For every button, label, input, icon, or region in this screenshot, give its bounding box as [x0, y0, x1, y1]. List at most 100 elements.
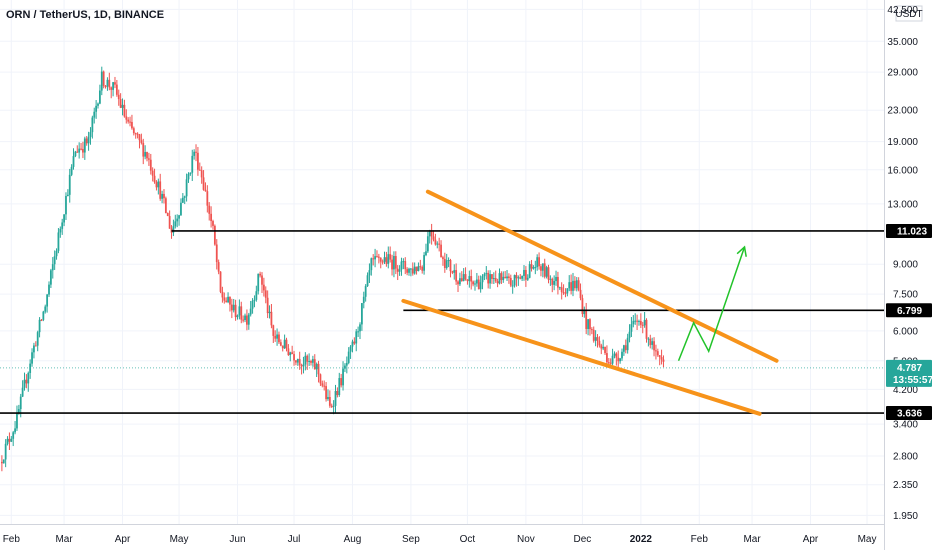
- candle-body: [389, 254, 392, 260]
- candle-body: [443, 258, 446, 269]
- candle-body: [95, 105, 98, 112]
- candle-body: [276, 334, 278, 339]
- candle-body: [528, 264, 531, 278]
- time-tick-label: May: [858, 534, 877, 545]
- price-tick-label: 2.800: [893, 451, 918, 462]
- level-price-tag[interactable]: [886, 406, 932, 421]
- candle-body: [166, 212, 169, 217]
- candle-body: [313, 359, 316, 370]
- trendline[interactable]: [401, 298, 762, 416]
- candle-body: [430, 230, 433, 237]
- candle-body: [434, 239, 437, 245]
- candle-body: [438, 243, 441, 245]
- candle-body: [500, 273, 503, 281]
- candle-body: [374, 256, 376, 260]
- candle-body: [42, 311, 45, 320]
- candle-body: [70, 166, 73, 175]
- candle-body: [176, 218, 179, 222]
- candle-body: [259, 273, 262, 276]
- countdown-label: 13:55:57: [893, 375, 932, 386]
- candle-body: [104, 85, 107, 87]
- candle-body: [511, 285, 514, 287]
- candle-body: [606, 353, 608, 363]
- currency-label: USDT: [895, 9, 922, 20]
- candle-body: [4, 443, 7, 460]
- candle-body: [470, 276, 473, 282]
- candle-body: [600, 345, 603, 349]
- candle-body: [509, 277, 512, 286]
- candle-body: [425, 251, 427, 256]
- symbol-title[interactable]: ORN / TetherUS, 1D, BINANCE: [6, 9, 164, 21]
- candle-body: [534, 267, 537, 269]
- candle-body: [515, 275, 518, 279]
- candle-body: [236, 315, 239, 318]
- candle-body: [408, 268, 410, 273]
- candle-body: [592, 329, 595, 341]
- price-tick-label: 19.000: [887, 137, 918, 148]
- candle-body: [651, 341, 654, 345]
- time-axis[interactable]: Feb Mar Apr May Jun Jul Aug Sep Oct Nov Dec 2022 Feb…: [0, 524, 884, 546]
- grid: [0, 0, 884, 524]
- time-tick-label: Nov: [517, 534, 535, 545]
- last-price-label: 4.787: [897, 363, 922, 374]
- candle-body: [491, 274, 493, 279]
- candle-body: [547, 267, 550, 280]
- candle-body: [142, 142, 145, 157]
- candle-body: [340, 378, 343, 386]
- candle-body: [532, 267, 535, 269]
- candle-body: [221, 291, 224, 298]
- candle-body: [100, 71, 103, 91]
- candle-body: [144, 152, 147, 157]
- price-tick-label: 29.000: [887, 68, 918, 79]
- time-tick-label: Sep: [402, 534, 420, 545]
- projection-arrow[interactable]: [677, 245, 747, 362]
- candle-body: [639, 320, 642, 325]
- candle-body: [289, 352, 292, 356]
- candle-body: [247, 314, 250, 325]
- projection-arrow-head: [736, 245, 747, 257]
- candle-body: [253, 299, 256, 301]
- candle-body: [587, 319, 589, 329]
- candle-body: [423, 255, 425, 271]
- candle-body: [562, 292, 565, 294]
- candle-body: [636, 320, 638, 322]
- candle-body: [357, 331, 360, 333]
- candle-body: [379, 257, 382, 262]
- candle-body: [46, 294, 49, 307]
- candle-body: [293, 354, 295, 361]
- price-tick-label: 42.500: [887, 5, 918, 16]
- candle-body: [202, 177, 205, 190]
- candle-body: [372, 258, 375, 260]
- candle-body: [598, 340, 601, 346]
- projection-path[interactable]: [677, 246, 746, 362]
- level-price-tag[interactable]: [886, 223, 932, 238]
- candle-body: [455, 270, 458, 282]
- candle-body: [108, 79, 111, 88]
- candle-body: [12, 432, 15, 439]
- level-price-tag[interactable]: [886, 303, 932, 318]
- candle-body: [134, 133, 137, 135]
- candle-body: [132, 128, 135, 134]
- candle-body: [621, 351, 623, 359]
- candle-body: [298, 359, 301, 366]
- candle-body: [402, 261, 405, 263]
- candle-body: [65, 195, 67, 215]
- last-price-tag[interactable]: [886, 359, 932, 387]
- trendline[interactable]: [425, 189, 779, 363]
- candle-body: [508, 276, 510, 278]
- price-tick-label: 3.400: [893, 420, 918, 431]
- candle-body: [78, 148, 81, 153]
- candle-body: [415, 266, 418, 272]
- candle-body: [8, 438, 11, 442]
- trendlines[interactable]: [401, 189, 779, 416]
- price-axis[interactable]: USDT 42.500 35.000 29.000 23.000 19.000 16.00…: [884, 0, 923, 550]
- candle-body: [568, 282, 571, 289]
- candle-body: [19, 396, 22, 410]
- candle-body: [48, 284, 50, 295]
- horizontal-levels[interactable]: [0, 230, 884, 414]
- currency-badge[interactable]: [895, 5, 923, 22]
- price-tick-label: 1.950: [893, 511, 918, 522]
- candle-body: [387, 254, 390, 264]
